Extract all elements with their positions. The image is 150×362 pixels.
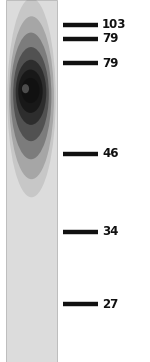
FancyBboxPatch shape <box>6 0 57 362</box>
Text: 46: 46 <box>102 147 119 160</box>
Text: 79: 79 <box>102 57 118 70</box>
Ellipse shape <box>22 84 29 93</box>
Ellipse shape <box>7 0 56 197</box>
Ellipse shape <box>13 47 49 141</box>
Text: 79: 79 <box>102 32 118 45</box>
Ellipse shape <box>18 70 43 113</box>
Text: 103: 103 <box>102 18 126 31</box>
Ellipse shape <box>11 33 51 159</box>
Text: 27: 27 <box>102 298 118 311</box>
Ellipse shape <box>9 16 54 179</box>
Ellipse shape <box>24 83 36 97</box>
Ellipse shape <box>16 60 46 125</box>
Text: 34: 34 <box>102 225 118 238</box>
Ellipse shape <box>21 78 40 103</box>
